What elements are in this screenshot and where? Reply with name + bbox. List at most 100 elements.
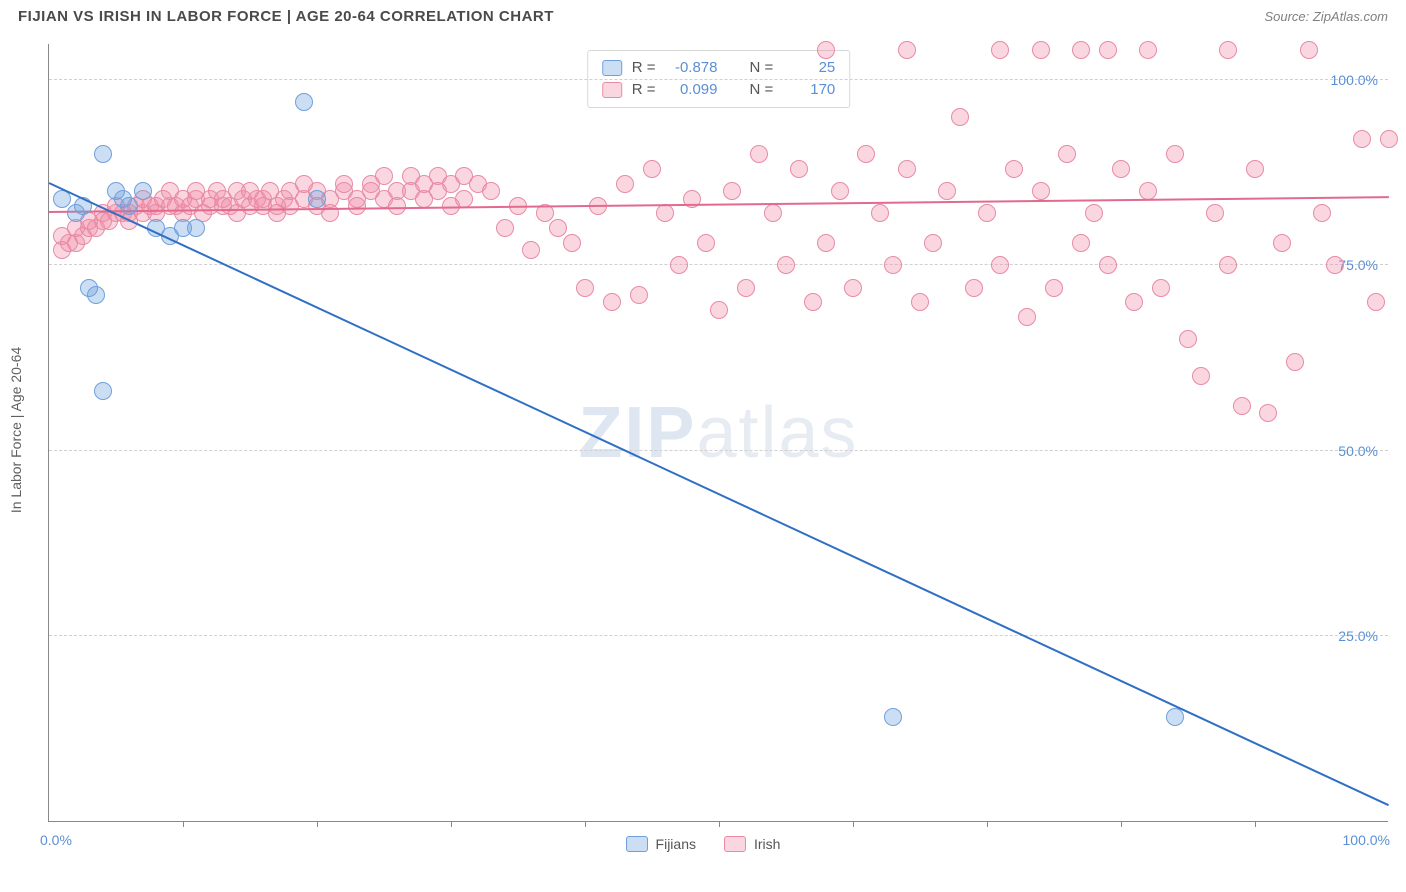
data-point-irish bbox=[898, 160, 916, 178]
data-point-fijians bbox=[884, 708, 902, 726]
data-point-irish bbox=[1032, 41, 1050, 59]
data-point-irish bbox=[348, 197, 366, 215]
x-tick bbox=[451, 821, 452, 827]
watermark: ZIPatlas bbox=[578, 392, 858, 474]
data-point-irish bbox=[1099, 256, 1117, 274]
data-point-irish bbox=[1032, 182, 1050, 200]
data-point-irish bbox=[764, 204, 782, 222]
data-point-fijians bbox=[94, 145, 112, 163]
gridline bbox=[49, 450, 1388, 451]
data-point-irish bbox=[777, 256, 795, 274]
x-tick bbox=[987, 821, 988, 827]
data-point-irish bbox=[991, 256, 1009, 274]
legend-fijians-label: Fijians bbox=[656, 836, 696, 852]
label-r: R = bbox=[632, 57, 656, 79]
data-point-irish bbox=[710, 301, 728, 319]
legend-irish-label: Irish bbox=[754, 836, 780, 852]
data-point-irish bbox=[1259, 404, 1277, 422]
data-point-irish bbox=[871, 204, 889, 222]
data-point-irish bbox=[1219, 256, 1237, 274]
data-point-irish bbox=[563, 234, 581, 252]
data-point-irish bbox=[790, 160, 808, 178]
data-point-irish bbox=[817, 234, 835, 252]
gridline bbox=[49, 264, 1388, 265]
source-attribution: Source: ZipAtlas.com bbox=[1264, 9, 1388, 24]
data-point-irish bbox=[723, 182, 741, 200]
data-point-irish bbox=[1018, 308, 1036, 326]
data-point-irish bbox=[1300, 41, 1318, 59]
x-tick bbox=[183, 821, 184, 827]
x-tick bbox=[585, 821, 586, 827]
x-tick bbox=[853, 821, 854, 827]
data-point-fijians bbox=[87, 286, 105, 304]
value-fijians-n: 25 bbox=[783, 57, 835, 79]
data-point-irish bbox=[496, 219, 514, 237]
data-point-irish bbox=[1192, 367, 1210, 385]
data-point-irish bbox=[1233, 397, 1251, 415]
data-point-irish bbox=[1139, 41, 1157, 59]
swatch-fijians-icon bbox=[602, 60, 622, 76]
data-point-irish bbox=[911, 293, 929, 311]
data-point-fijians bbox=[1166, 708, 1184, 726]
legend-item-irish: Irish bbox=[724, 836, 780, 852]
data-point-irish bbox=[857, 145, 875, 163]
stats-row-fijians: R = -0.878 N = 25 bbox=[602, 57, 836, 79]
data-point-irish bbox=[938, 182, 956, 200]
chart-title: FIJIAN VS IRISH IN LABOR FORCE | AGE 20-… bbox=[18, 8, 554, 25]
data-point-irish bbox=[737, 279, 755, 297]
data-point-irish bbox=[951, 108, 969, 126]
trend-line-fijians bbox=[49, 182, 1390, 806]
legend-item-fijians: Fijians bbox=[626, 836, 696, 852]
data-point-irish bbox=[1045, 279, 1063, 297]
y-tick-label: 100.0% bbox=[1331, 72, 1378, 88]
swatch-irish-icon bbox=[602, 82, 622, 98]
data-point-irish bbox=[630, 286, 648, 304]
data-point-irish bbox=[1152, 279, 1170, 297]
data-point-irish bbox=[831, 182, 849, 200]
y-tick-label: 25.0% bbox=[1338, 628, 1378, 644]
data-point-irish bbox=[1099, 41, 1117, 59]
data-point-irish bbox=[804, 293, 822, 311]
watermark-light: atlas bbox=[696, 393, 858, 473]
label-r: R = bbox=[632, 79, 656, 101]
data-point-irish bbox=[1058, 145, 1076, 163]
data-point-irish bbox=[1166, 145, 1184, 163]
chart-plot-area: ZIPatlas R = -0.878 N = 25 R = 0.099 N =… bbox=[48, 44, 1388, 822]
data-point-fijians bbox=[187, 219, 205, 237]
value-irish-r: 0.099 bbox=[666, 79, 718, 101]
data-point-irish bbox=[1179, 330, 1197, 348]
data-point-irish bbox=[616, 175, 634, 193]
header: FIJIAN VS IRISH IN LABOR FORCE | AGE 20-… bbox=[0, 0, 1406, 31]
data-point-irish bbox=[1219, 41, 1237, 59]
value-fijians-r: -0.878 bbox=[666, 57, 718, 79]
value-irish-n: 170 bbox=[783, 79, 835, 101]
data-point-irish bbox=[455, 190, 473, 208]
data-point-irish bbox=[1313, 204, 1331, 222]
data-point-irish bbox=[1139, 182, 1157, 200]
data-point-irish bbox=[1353, 130, 1371, 148]
swatch-irish-icon bbox=[724, 836, 746, 852]
data-point-irish bbox=[1125, 293, 1143, 311]
data-point-fijians bbox=[295, 93, 313, 111]
gridline bbox=[49, 79, 1388, 80]
data-point-irish bbox=[1246, 160, 1264, 178]
label-n: N = bbox=[750, 57, 774, 79]
label-n: N = bbox=[750, 79, 774, 101]
data-point-irish bbox=[898, 41, 916, 59]
data-point-irish bbox=[884, 256, 902, 274]
data-point-irish bbox=[522, 241, 540, 259]
data-point-irish bbox=[1085, 204, 1103, 222]
data-point-irish bbox=[844, 279, 862, 297]
x-tick bbox=[719, 821, 720, 827]
watermark-bold: ZIP bbox=[578, 393, 696, 473]
y-axis-title: In Labor Force | Age 20-64 bbox=[8, 347, 24, 513]
data-point-irish bbox=[549, 219, 567, 237]
data-point-irish bbox=[388, 197, 406, 215]
data-point-fijians bbox=[120, 197, 138, 215]
swatch-fijians-icon bbox=[626, 836, 648, 852]
data-point-irish bbox=[978, 204, 996, 222]
data-point-irish bbox=[991, 41, 1009, 59]
data-point-irish bbox=[697, 234, 715, 252]
data-point-irish bbox=[1326, 256, 1344, 274]
data-point-irish bbox=[1072, 234, 1090, 252]
